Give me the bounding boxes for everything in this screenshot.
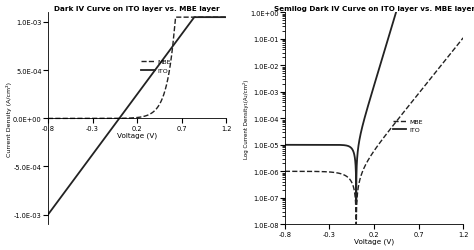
ITO bbox=[350, 150, 356, 153]
MBE bbox=[302, 170, 308, 173]
ITO bbox=[201, 16, 207, 20]
MBE bbox=[201, 16, 207, 20]
ITO bbox=[65, 186, 71, 189]
MBE bbox=[358, 174, 364, 178]
X-axis label: Voltage (V): Voltage (V) bbox=[117, 132, 157, 139]
MBE bbox=[121, 117, 127, 120]
ITO bbox=[191, 16, 197, 20]
MBE bbox=[313, 170, 319, 173]
ITO bbox=[354, 201, 359, 204]
MBE bbox=[173, 16, 178, 20]
MBE bbox=[282, 170, 288, 173]
MBE bbox=[457, 42, 463, 44]
Y-axis label: Current Density (A/cm²): Current Density (A/cm²) bbox=[6, 82, 11, 156]
MBE bbox=[438, 65, 443, 68]
ITO bbox=[396, 4, 401, 7]
MBE bbox=[65, 118, 71, 120]
MBE bbox=[113, 117, 119, 120]
MBE bbox=[460, 37, 466, 40]
ITO bbox=[460, 4, 466, 7]
Line: ITO: ITO bbox=[285, 5, 463, 202]
ITO bbox=[313, 144, 319, 147]
MBE bbox=[353, 223, 359, 226]
MBE bbox=[76, 118, 82, 120]
ITO bbox=[113, 121, 119, 124]
ITO bbox=[438, 4, 444, 7]
Title: Dark IV Curve on ITO layer vs. MBE layer: Dark IV Curve on ITO layer vs. MBE layer bbox=[55, 6, 220, 12]
MBE bbox=[223, 16, 229, 20]
Title: Semilog Dark IV Curve on ITO layer vs. MBE layer: Semilog Dark IV Curve on ITO layer vs. M… bbox=[273, 6, 474, 12]
ITO bbox=[45, 213, 51, 216]
Line: MBE: MBE bbox=[285, 39, 463, 224]
ITO bbox=[223, 16, 229, 20]
Line: MBE: MBE bbox=[48, 18, 226, 119]
Y-axis label: Log Current Density₁(A₂/cm²): Log Current Density₁(A₂/cm²) bbox=[243, 79, 249, 158]
ITO bbox=[302, 144, 308, 147]
Legend: MBE, ITO: MBE, ITO bbox=[392, 118, 424, 134]
ITO bbox=[457, 4, 463, 7]
MBE bbox=[45, 118, 51, 120]
ITO bbox=[220, 16, 226, 20]
MBE bbox=[220, 16, 226, 20]
Line: ITO: ITO bbox=[48, 18, 226, 215]
MBE bbox=[350, 185, 356, 188]
ITO bbox=[358, 131, 364, 134]
X-axis label: Voltage (V): Voltage (V) bbox=[354, 238, 394, 244]
ITO bbox=[282, 144, 288, 147]
ITO bbox=[76, 172, 82, 175]
ITO bbox=[121, 111, 127, 114]
Legend: MBE, ITO: MBE, ITO bbox=[140, 58, 173, 75]
